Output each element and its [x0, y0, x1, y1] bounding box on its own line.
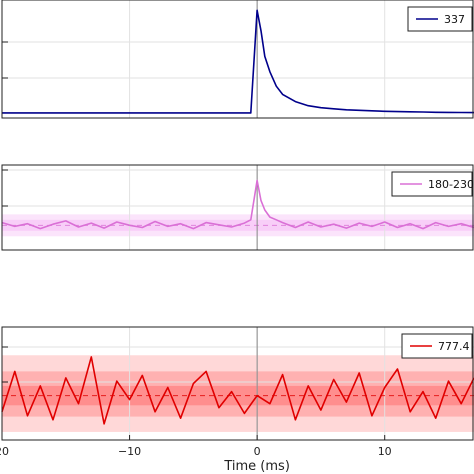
panel-frame [1, 326, 474, 441]
panel-frame [1, 0, 474, 119]
legend-3: 777.4 [401, 333, 473, 359]
legend-label: 337 [444, 13, 465, 26]
panel-2: 180-230 [1, 164, 474, 251]
panel-frame [1, 164, 474, 251]
legend-1: 337 [407, 6, 473, 32]
legend-box [407, 6, 473, 32]
legend-2: 180-230 [391, 171, 474, 197]
x-tick-label: 0 [254, 445, 261, 458]
legend-label: 180-230 [428, 178, 474, 191]
x-tick-label: 20 [0, 445, 9, 458]
series-line-1 [2, 9, 474, 114]
x-axis-label: Time (ms) [223, 459, 290, 474]
x-tick-label: 10 [378, 445, 392, 458]
x-tick-label: −10 [118, 445, 141, 458]
series-line-2 [1, 179, 474, 230]
panel-3: 777.4 [1, 326, 474, 441]
series-line-3 [1, 356, 474, 425]
legend-label: 777.4 [438, 340, 470, 353]
panel-1: 337 [1, 0, 474, 119]
